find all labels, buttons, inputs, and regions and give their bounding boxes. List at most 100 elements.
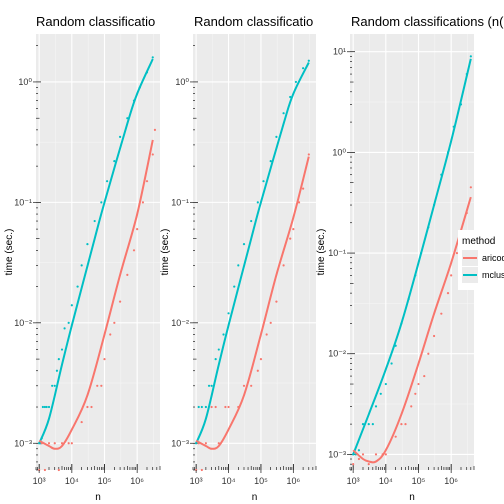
data-point xyxy=(43,468,47,472)
y-tick-label: 10⁰ xyxy=(18,77,32,87)
plot-background xyxy=(350,34,474,470)
y-axis-title: time (sec.) xyxy=(316,229,327,276)
data-point xyxy=(76,285,79,288)
data-point xyxy=(145,180,149,183)
chart-panel-1: Random classificatio 10⁻³ 10⁻² 10⁻¹ 10⁰ 10³ 10… xyxy=(4,14,161,503)
x-tick-label: 10⁵ xyxy=(412,476,426,486)
data-point xyxy=(86,243,89,246)
y-axis-title: time (sec.) xyxy=(160,229,171,276)
data-point xyxy=(390,362,393,365)
data-point xyxy=(80,264,83,267)
y-tick-label: 10⁻² xyxy=(171,318,189,328)
data-point xyxy=(153,128,157,131)
data-point xyxy=(57,357,60,361)
data-point xyxy=(242,243,246,246)
data-point xyxy=(446,292,450,295)
data-point xyxy=(45,405,48,409)
data-point xyxy=(259,357,263,361)
data-point xyxy=(302,187,305,190)
x-tick-label: 10⁶ xyxy=(286,476,300,486)
data-point xyxy=(432,334,436,338)
data-point xyxy=(217,348,220,351)
series-teal xyxy=(352,55,472,456)
smooth-curve xyxy=(195,62,310,444)
data-point xyxy=(384,382,387,386)
x-tick-label: 10³ xyxy=(347,476,360,486)
data-point xyxy=(227,312,230,315)
data-point xyxy=(151,56,154,59)
y-tick-label: 10⁻² xyxy=(14,318,32,328)
smooth-curve xyxy=(38,139,154,450)
y-tick-label: 10⁰ xyxy=(175,77,189,87)
data-point xyxy=(417,382,420,386)
y-tick-label: 10⁻³ xyxy=(14,438,32,448)
data-point xyxy=(440,312,443,315)
data-point xyxy=(214,357,217,361)
data-point xyxy=(222,333,225,336)
x-tick-label: 10⁵ xyxy=(98,476,112,486)
data-point xyxy=(361,453,365,456)
data-point xyxy=(100,384,103,387)
data-point xyxy=(265,333,268,336)
data-point xyxy=(374,405,378,408)
data-point xyxy=(118,135,122,138)
data-point xyxy=(118,300,122,303)
data-point xyxy=(361,423,365,426)
y-tick-label: 10⁻² xyxy=(328,349,346,359)
data-point xyxy=(100,201,103,204)
data-point xyxy=(307,59,310,62)
data-point xyxy=(51,384,54,387)
data-point xyxy=(423,374,426,378)
data-point xyxy=(93,219,96,223)
data-point xyxy=(289,237,292,240)
data-point xyxy=(269,321,272,324)
chart-panel-2: Random classificatio 10⁻³ 10⁻² 10⁻¹ 10⁰ 10³ 10… xyxy=(160,14,317,503)
data-point xyxy=(371,423,374,426)
data-point xyxy=(200,468,203,472)
chart-title: Random classifications (n( xyxy=(351,14,504,29)
data-point xyxy=(70,304,73,307)
data-point xyxy=(63,327,66,330)
data-point xyxy=(151,153,154,156)
data-point xyxy=(352,463,355,466)
data-point xyxy=(237,264,240,267)
data-point xyxy=(105,180,109,183)
data-point xyxy=(141,201,145,204)
x-axis-title: n xyxy=(95,492,101,503)
data-point xyxy=(210,405,213,409)
y-tick-label: 10⁻¹ xyxy=(171,197,189,207)
data-point xyxy=(60,348,64,351)
data-point xyxy=(207,384,211,387)
data-point xyxy=(410,405,413,408)
data-point xyxy=(374,453,378,456)
y-tick-label: 10¹ xyxy=(333,47,346,57)
smooth-curve xyxy=(195,156,310,450)
data-point xyxy=(90,405,93,409)
data-point xyxy=(67,442,70,445)
data-point xyxy=(204,405,207,409)
data-point xyxy=(233,285,236,288)
data-point xyxy=(307,153,310,156)
series-teal xyxy=(195,59,310,445)
smooth-curve xyxy=(352,58,472,455)
data-point xyxy=(282,264,285,267)
y-axis-title: time (sec.) xyxy=(4,229,15,276)
x-tick-label: 10³ xyxy=(33,476,46,486)
data-point xyxy=(86,405,89,409)
data-point xyxy=(200,405,203,409)
data-point xyxy=(136,228,139,231)
data-point xyxy=(262,180,265,183)
smooth-curve xyxy=(352,196,472,464)
data-point xyxy=(53,384,56,387)
data-point xyxy=(113,160,116,163)
x-tick-label: 10⁴ xyxy=(379,476,393,486)
legend: method aricode mclust xyxy=(458,230,504,290)
data-point xyxy=(67,321,70,324)
data-point xyxy=(275,300,278,303)
data-point xyxy=(103,357,106,361)
data-point xyxy=(197,405,200,409)
data-point xyxy=(302,67,305,70)
data-point xyxy=(400,423,403,426)
plot-background xyxy=(193,34,316,470)
x-tick-label: 10³ xyxy=(190,476,203,486)
